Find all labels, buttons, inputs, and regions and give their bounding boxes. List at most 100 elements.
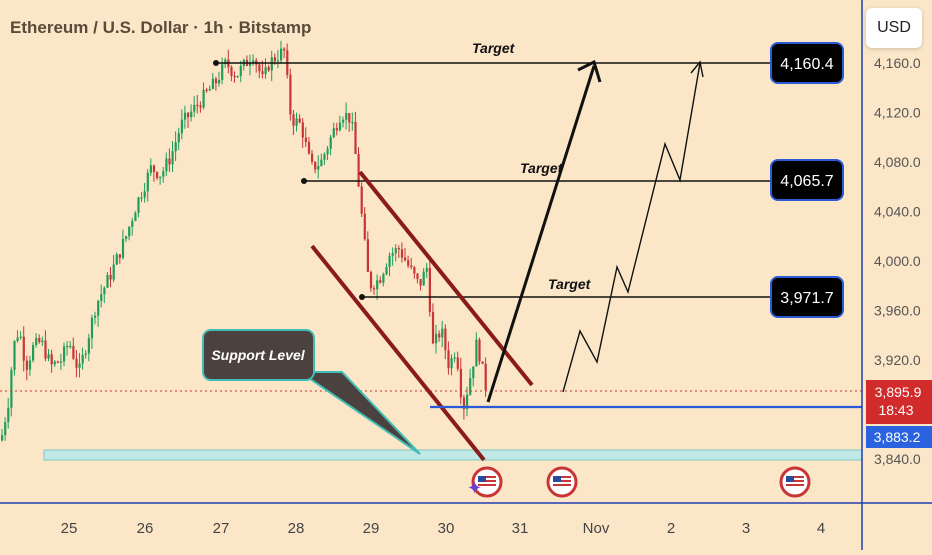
x-tick-label: 4	[817, 520, 825, 537]
support-callout-tail	[296, 371, 421, 455]
candle-body	[425, 267, 428, 272]
candle-body	[447, 350, 450, 369]
candle-body	[298, 118, 301, 123]
candle-body	[171, 151, 174, 165]
candle-body	[469, 378, 472, 395]
projection-arrow-head	[577, 59, 602, 83]
candle-body	[230, 67, 233, 76]
candle-body	[363, 213, 366, 240]
candle-body	[193, 104, 196, 112]
candle-body	[128, 226, 131, 237]
candle-body	[366, 239, 369, 272]
candle-body	[348, 113, 351, 123]
candle-body	[78, 363, 81, 368]
candle-body	[1, 435, 4, 441]
candle-body	[456, 357, 459, 369]
y-tick-label: 3,920.0	[874, 352, 921, 368]
sparkle-icon[interactable]: ✦	[467, 478, 482, 498]
candle-body	[13, 340, 16, 370]
candle-body	[109, 274, 112, 280]
candle-body	[273, 57, 276, 62]
candle-body	[196, 104, 199, 107]
candle-body	[304, 137, 307, 142]
candle-body	[140, 197, 143, 199]
zigzag-arrow-head	[690, 60, 704, 78]
us-flag-icon[interactable]	[779, 466, 811, 498]
candle-body	[125, 236, 128, 240]
candle-body	[438, 333, 441, 338]
x-tick-label: 25	[61, 520, 78, 537]
us-flag-icon[interactable]	[546, 466, 578, 498]
candle-body	[143, 191, 146, 198]
candle-body	[233, 75, 236, 78]
candle-body	[249, 62, 252, 66]
candle-body	[19, 336, 22, 338]
candle-body	[208, 88, 211, 91]
candle-body	[4, 422, 7, 436]
candle-body	[283, 48, 286, 51]
time-axis[interactable]: 25 26 27 28 29 30 31 Nov 2 3 4	[61, 520, 826, 537]
y-tick-label: 4,000.0	[874, 253, 921, 269]
y-tick-label: 4,160.0	[874, 55, 921, 71]
candle-body	[174, 142, 177, 152]
candle-body	[329, 137, 332, 149]
overlays: Target Target Target Support Level 4,160…	[0, 40, 862, 498]
target-badge-1-value: 4,160.4	[780, 56, 833, 73]
candle-body	[106, 274, 109, 288]
target-badge-3-value: 3,971.7	[780, 290, 833, 307]
candle-body	[264, 67, 267, 75]
candle-body	[311, 153, 314, 162]
candle-body	[25, 360, 28, 370]
candle-body	[373, 288, 376, 290]
candle-body	[211, 78, 214, 89]
candle-body	[385, 266, 388, 275]
candle-body	[394, 248, 397, 254]
candle-body	[342, 119, 345, 123]
candle-body	[379, 280, 382, 283]
candle-body	[459, 368, 462, 398]
candle-body	[159, 176, 162, 179]
candle-body	[87, 338, 90, 354]
candle-body	[484, 363, 487, 391]
candle-body	[450, 358, 453, 369]
candle-body	[100, 294, 103, 301]
candle-body	[280, 48, 283, 61]
x-tick-label: 2	[667, 520, 675, 537]
target-label-3: Target	[548, 276, 592, 292]
y-tick-label: 3,960.0	[874, 303, 921, 319]
channel-lower-line	[310, 244, 486, 462]
candle-body	[276, 60, 280, 62]
last-price-tag	[866, 380, 932, 424]
target-badge-2-value: 4,065.7	[780, 173, 833, 190]
candle-body	[187, 112, 190, 118]
x-tick-label: 3	[742, 520, 750, 537]
candle-body	[149, 165, 152, 173]
candle-body	[478, 339, 481, 362]
candle-body	[416, 273, 419, 279]
candle-body	[59, 361, 63, 363]
y-tick-label: 4,040.0	[874, 204, 921, 220]
currency-button[interactable]: USD	[866, 8, 922, 48]
candle-body	[75, 358, 78, 368]
candle-body	[397, 248, 400, 250]
candle-body	[391, 253, 394, 256]
candle-body	[239, 65, 242, 76]
candle-body	[162, 171, 165, 177]
candle-body	[410, 265, 413, 268]
last-price-value: 3,895.9	[875, 384, 922, 400]
target-badge-1	[770, 42, 844, 84]
candle-body	[84, 353, 87, 355]
candle-body	[177, 133, 180, 143]
target-dot-3	[359, 294, 365, 300]
zigzag-path	[562, 62, 701, 393]
x-tick-label: 28	[288, 520, 305, 537]
candle-body	[292, 114, 295, 126]
candle-body	[428, 267, 431, 312]
candle-body	[168, 158, 171, 165]
price-axis[interactable]: 4,160.0 4,120.0 4,080.0 4,040.0 4,000.0 3,960…	[874, 55, 921, 467]
candle-body	[295, 118, 298, 126]
us-flag-icon[interactable]	[471, 466, 503, 498]
candle-body	[22, 336, 25, 361]
